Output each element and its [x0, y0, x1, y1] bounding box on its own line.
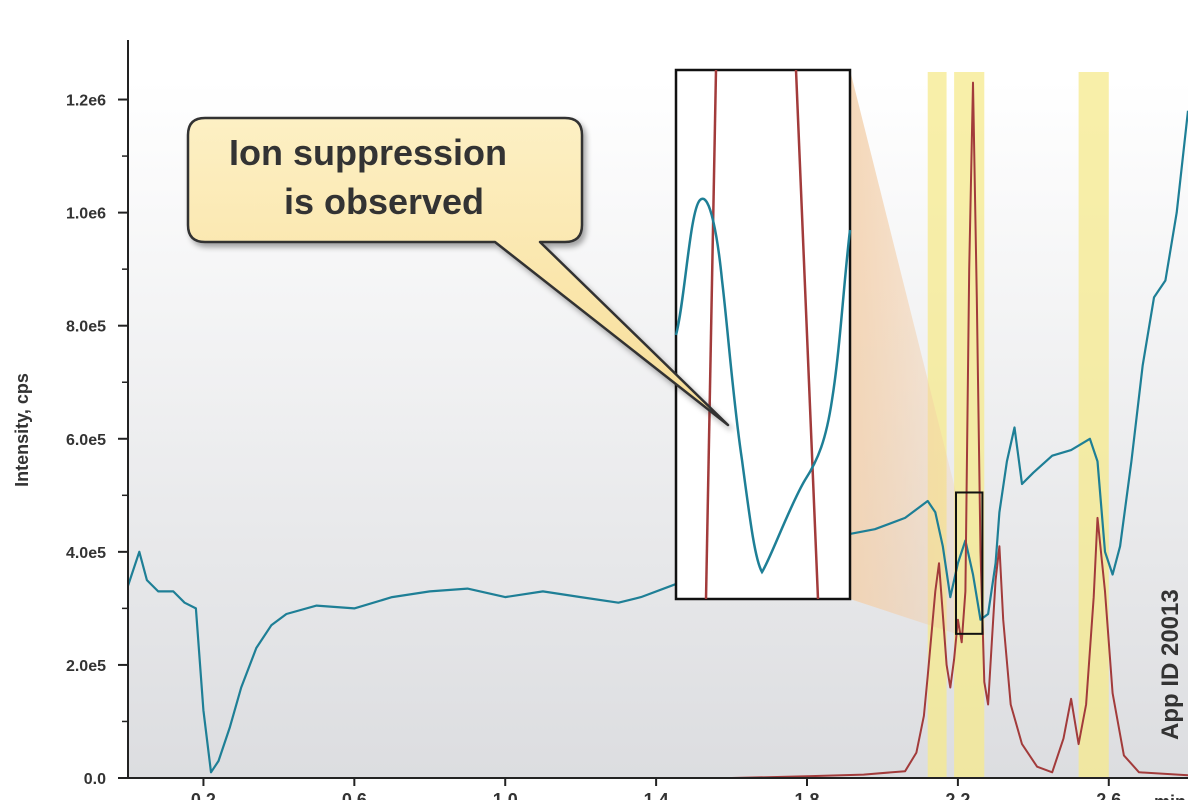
x-tick-label: 1.0 — [493, 790, 518, 800]
y-tick-label: 4.0e5 — [66, 545, 106, 562]
x-tick-label: 1.8 — [794, 790, 819, 800]
x-tick-label: 2.2 — [945, 790, 970, 800]
callout — [186, 116, 730, 427]
inset-red-line-left — [704, 69, 718, 600]
y-tick-label: 8.0e5 — [66, 319, 106, 336]
x-tick-label: 0.6 — [342, 790, 367, 800]
inset-teal-curve — [674, 197, 852, 575]
x-tick-label: 2.6 — [1096, 790, 1121, 800]
zoom-box — [955, 491, 984, 635]
x-tick-label: 1.4 — [644, 790, 669, 800]
y-tick-label: 0.0 — [84, 771, 106, 788]
zoom-connector — [850, 70, 957, 634]
callout-bubble — [186, 116, 730, 427]
inset-frame — [674, 68, 852, 601]
inset-panel — [674, 68, 852, 601]
y-tick-label: 1.2e6 — [66, 93, 106, 110]
y-axis-title: Intensity, cps — [12, 373, 32, 487]
y-tick-label: 2.0e5 — [66, 658, 106, 675]
x-axis-ticks: 0.2 0.6 1.0 1.4 1.8 2.2 2.6 — [191, 778, 1121, 800]
y-axis-ticks: 0.0 2.0e5 4.0e5 6.0e5 8.0e5 1.0e6 1.2e6 — [66, 93, 128, 788]
highlight-band — [954, 72, 985, 778]
callout-line-1: Ion suppression — [229, 132, 507, 173]
highlight-band — [1078, 72, 1109, 778]
y-tick-label: 1.0e6 — [66, 206, 106, 223]
callout-line-2: is observed — [284, 181, 484, 222]
side-label: App ID 20013 — [1157, 589, 1184, 740]
x-axis-unit: min — [1154, 792, 1186, 800]
x-tick-label: 0.2 — [191, 790, 216, 800]
y-tick-label: 6.0e5 — [66, 432, 106, 449]
inset-red-line-right — [794, 69, 820, 600]
